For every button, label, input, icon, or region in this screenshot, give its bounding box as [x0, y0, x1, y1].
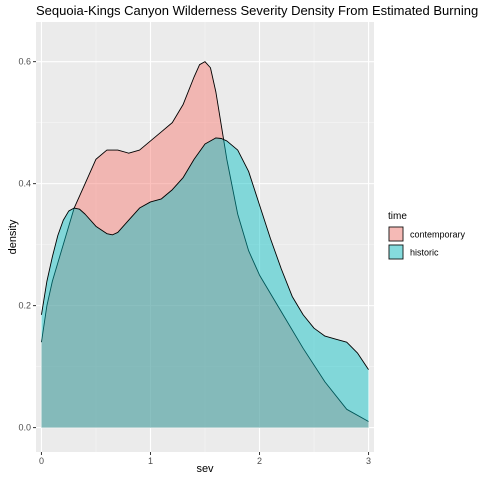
legend-swatch-historic [388, 244, 404, 260]
density-areas [41, 61, 369, 428]
legend-key-background [388, 226, 404, 242]
y-tick-label: 0.6 [18, 57, 31, 67]
y-axis-ticks: 0.0 0.2 0.4 0.6 [18, 57, 36, 433]
area-historic [41, 137, 369, 428]
legend: time contemporary historic [388, 211, 466, 260]
y-tick-label: 0.4 [18, 179, 31, 189]
outline-historic [41, 137, 369, 370]
x-axis-title: sev [196, 463, 214, 475]
area-contemporary [41, 61, 369, 428]
y-tick-label: 0.2 [18, 301, 31, 311]
x-tick-label: 0 [39, 456, 44, 466]
legend-label-historic: historic [410, 248, 439, 258]
legend-title: time [388, 211, 407, 222]
legend-entries: contemporary historic [388, 226, 466, 260]
legend-swatch-contemporary [388, 226, 404, 242]
minor-gridlines [36, 22, 374, 452]
legend-label-contemporary: contemporary [410, 230, 466, 240]
x-tick-label: 3 [366, 456, 371, 466]
legend-key-background [388, 244, 404, 260]
y-axis-title: density [7, 219, 19, 254]
x-tick-label: 1 [148, 456, 153, 466]
y-tick-label: 0.0 [18, 423, 31, 433]
x-tick-label: 2 [257, 456, 262, 466]
x-axis-ticks: 0 1 2 3 [39, 452, 371, 466]
outline-contemporary [41, 61, 369, 422]
chart-title: Sequoia-Kings Canyon Wilderness Severity… [36, 3, 478, 18]
